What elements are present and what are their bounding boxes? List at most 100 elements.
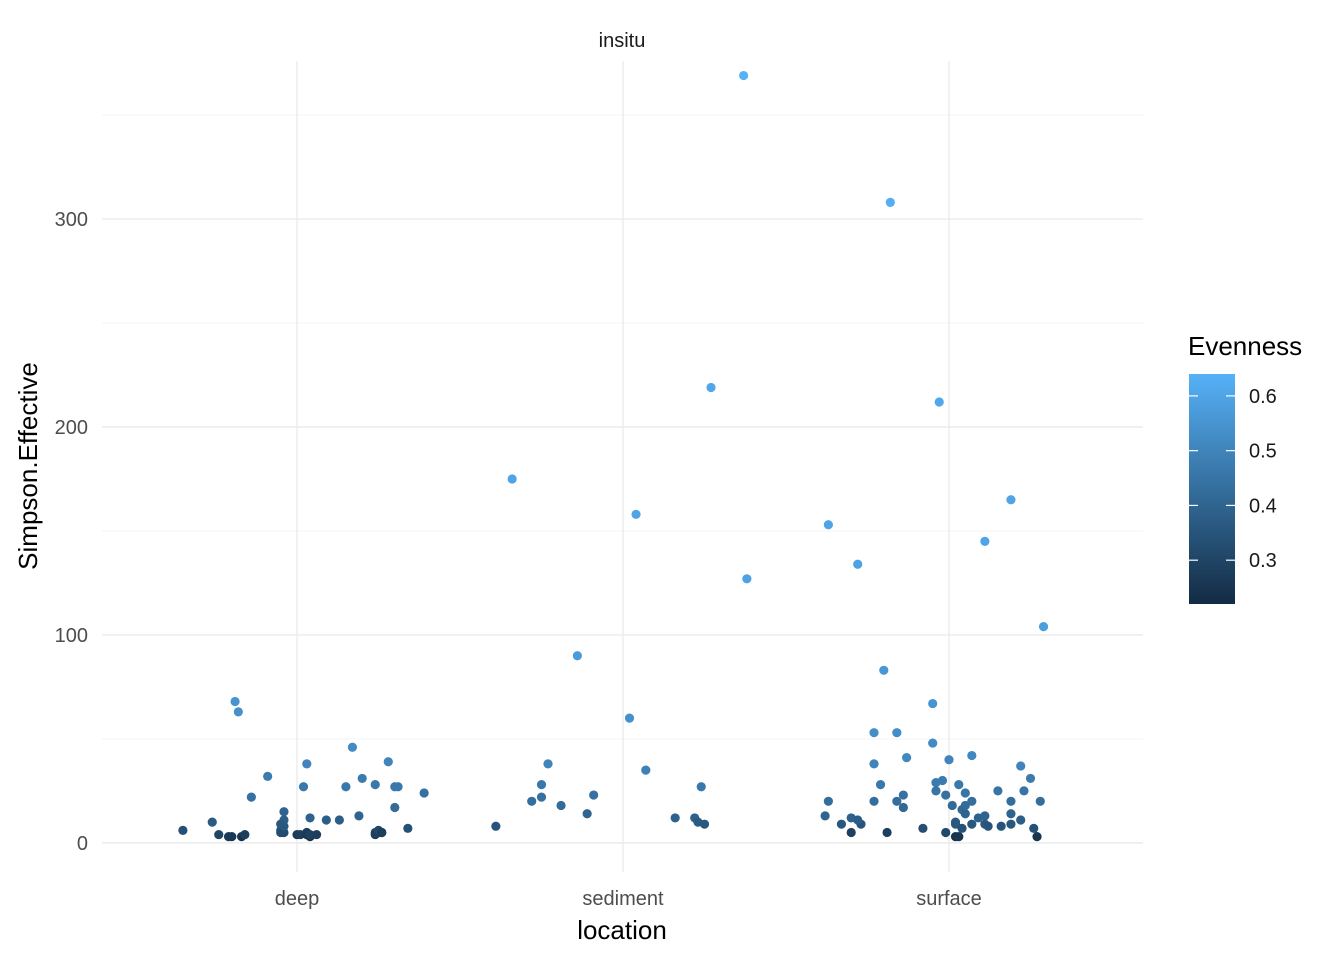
data-point bbox=[491, 821, 501, 831]
data-point bbox=[742, 574, 752, 584]
data-point bbox=[527, 796, 537, 806]
x-tick-label: deep bbox=[275, 888, 320, 910]
data-point bbox=[624, 713, 635, 723]
data-point bbox=[1032, 832, 1042, 842]
data-point bbox=[875, 780, 886, 790]
data-point bbox=[882, 827, 892, 838]
data-point bbox=[823, 520, 833, 530]
data-point bbox=[869, 759, 879, 769]
data-point bbox=[706, 382, 716, 393]
data-point bbox=[869, 728, 879, 738]
data-point bbox=[898, 802, 908, 813]
data-point bbox=[589, 790, 599, 800]
data-point bbox=[556, 800, 566, 811]
data-point bbox=[214, 829, 224, 840]
data-point bbox=[311, 829, 322, 840]
data-point bbox=[898, 790, 908, 800]
data-point bbox=[305, 813, 315, 823]
data-point bbox=[670, 813, 680, 823]
data-point bbox=[370, 780, 380, 790]
legend-tick-label: 0.5 bbox=[1249, 441, 1277, 463]
data-point bbox=[696, 782, 706, 792]
data-point bbox=[739, 70, 749, 81]
data-point bbox=[641, 765, 651, 775]
data-point bbox=[934, 397, 944, 407]
y-tick-label: 300 bbox=[55, 209, 88, 231]
data-point bbox=[354, 811, 364, 821]
data-point bbox=[582, 809, 592, 819]
data-point bbox=[321, 815, 331, 825]
data-point bbox=[1006, 495, 1016, 505]
data-point bbox=[967, 819, 977, 829]
data-point bbox=[892, 796, 902, 806]
y-tick-label: 200 bbox=[55, 417, 88, 439]
data-points bbox=[178, 70, 1049, 842]
legend-title: Evenness bbox=[1188, 331, 1302, 361]
y-axis-title: Simpson.Effective bbox=[13, 362, 43, 570]
data-point bbox=[227, 832, 237, 842]
data-point bbox=[937, 775, 948, 786]
data-point bbox=[960, 788, 970, 798]
data-point bbox=[879, 665, 889, 675]
data-point bbox=[836, 819, 847, 829]
data-point bbox=[572, 651, 582, 661]
data-point bbox=[846, 827, 856, 838]
data-point bbox=[950, 819, 961, 829]
color-legend: Evenness 0.3 0.4 0.5 0.6 bbox=[1188, 331, 1302, 604]
data-point bbox=[902, 753, 912, 763]
data-point bbox=[967, 796, 977, 806]
data-point bbox=[1038, 622, 1049, 632]
data-point bbox=[246, 792, 256, 802]
data-point bbox=[1006, 796, 1016, 806]
data-point bbox=[383, 757, 393, 767]
x-tick-label: sediment bbox=[582, 888, 664, 910]
data-point bbox=[853, 559, 863, 569]
data-point bbox=[1029, 823, 1039, 833]
data-point bbox=[699, 819, 710, 829]
data-point bbox=[983, 821, 993, 831]
data-point bbox=[276, 819, 286, 829]
data-point bbox=[403, 823, 413, 833]
data-point bbox=[341, 782, 351, 792]
data-point bbox=[279, 807, 289, 817]
x-tick-label: surface bbox=[916, 888, 982, 910]
data-point bbox=[240, 829, 250, 840]
data-point bbox=[230, 696, 240, 707]
data-point bbox=[947, 800, 957, 811]
legend-tick-label: 0.3 bbox=[1249, 550, 1277, 572]
facet-strip-label: insitu bbox=[599, 30, 646, 52]
data-point bbox=[536, 792, 547, 802]
data-point bbox=[1006, 819, 1016, 829]
data-point bbox=[954, 780, 964, 790]
x-axis-tick-labels: deep sediment surface bbox=[275, 888, 982, 910]
y-axis-tick-labels: 0 100 200 300 bbox=[55, 209, 88, 855]
data-point bbox=[377, 827, 387, 838]
data-point bbox=[853, 815, 863, 825]
legend-tick-label: 0.4 bbox=[1249, 495, 1277, 517]
data-point bbox=[347, 742, 358, 752]
data-point bbox=[960, 809, 970, 819]
data-point bbox=[928, 738, 938, 748]
data-point bbox=[178, 825, 188, 836]
data-point bbox=[543, 759, 553, 769]
data-point bbox=[944, 755, 954, 765]
data-point bbox=[980, 811, 990, 821]
data-point bbox=[820, 811, 830, 821]
legend-colorbar bbox=[1189, 374, 1235, 604]
data-point bbox=[1035, 796, 1045, 806]
data-point bbox=[1016, 815, 1026, 825]
data-point bbox=[302, 759, 312, 769]
data-point bbox=[1006, 809, 1016, 819]
data-point bbox=[1019, 786, 1029, 796]
data-point bbox=[869, 796, 879, 806]
data-point bbox=[1025, 773, 1036, 784]
y-tick-label: 100 bbox=[55, 625, 88, 647]
data-point bbox=[536, 780, 547, 790]
data-point bbox=[207, 817, 217, 827]
data-point bbox=[631, 509, 641, 519]
data-point bbox=[885, 197, 895, 208]
data-point bbox=[957, 823, 967, 833]
data-point bbox=[823, 796, 833, 806]
x-axis-title: location bbox=[577, 915, 667, 945]
data-point bbox=[334, 815, 344, 825]
